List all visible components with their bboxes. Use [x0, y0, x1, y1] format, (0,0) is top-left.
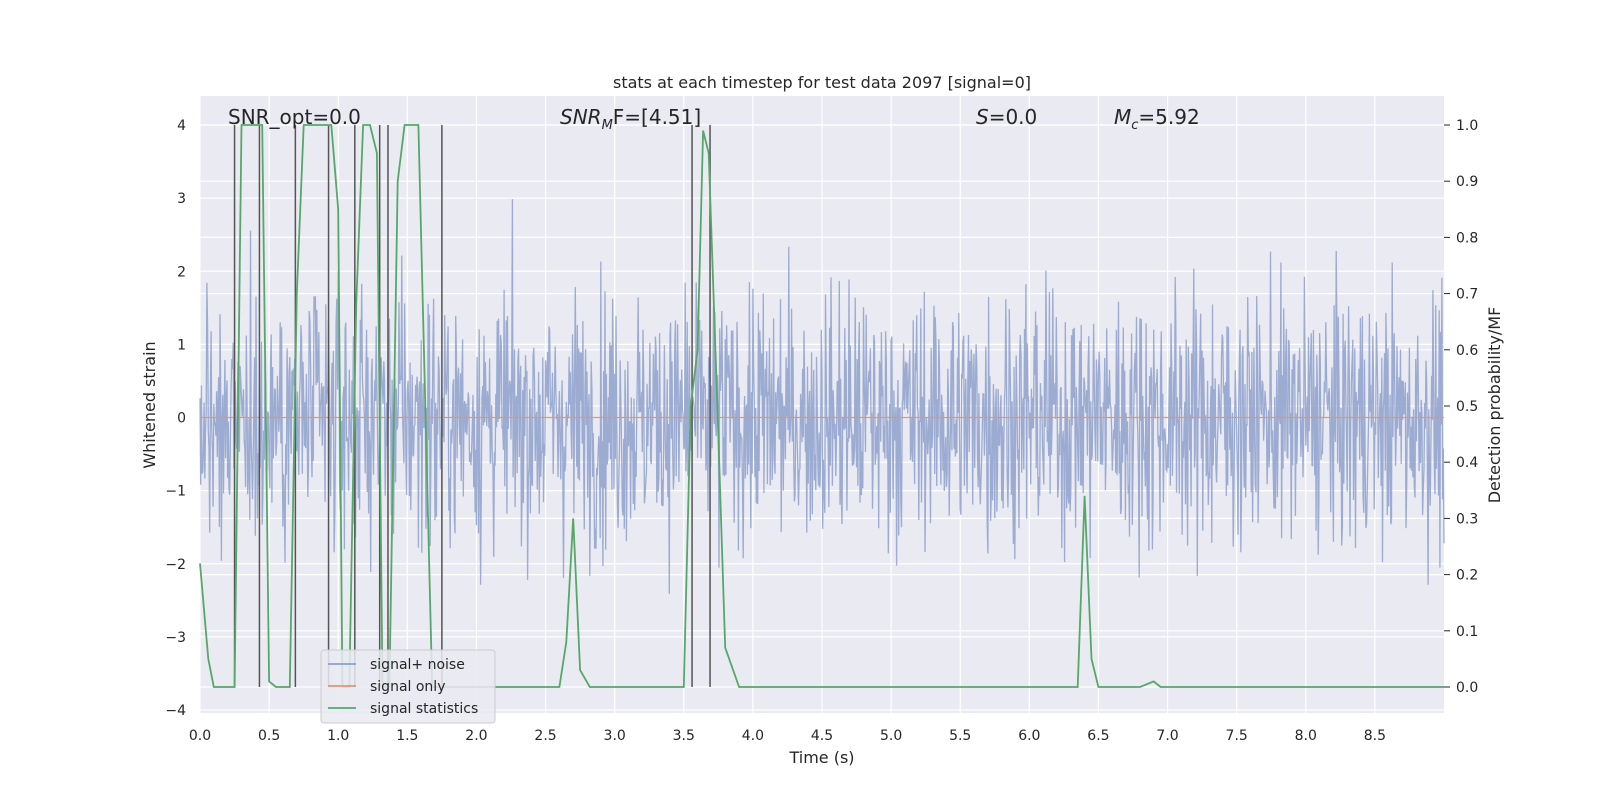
annotation-snr-mf: SNRMF=[4.51] — [560, 105, 701, 133]
x-tick-label: 0.0 — [189, 728, 211, 744]
y-tick-label: 2 — [177, 264, 186, 280]
chart-title: stats at each timestep for test data 209… — [613, 73, 1031, 92]
statistics-line — [199, 124, 1444, 688]
x-tick-label: 4.0 — [742, 728, 764, 744]
y-axis-ticks: −4 −3 −2 −1 0 1 2 3 4 — [165, 118, 186, 719]
x-tick-label: 1.0 — [327, 728, 349, 744]
y-tick-label: 3 — [177, 191, 186, 207]
y-tick-label: 0 — [177, 411, 186, 427]
y2-axis-ticks: 0.0 0.1 0.2 0.3 0.4 0.5 0.6 0.7 0.8 0.9 1.0 — [1444, 118, 1478, 696]
y-tick-label: 4 — [177, 118, 186, 134]
y2-tick-label: 0.4 — [1456, 455, 1478, 471]
y-tick-label: 1 — [177, 337, 186, 353]
annotation-mc-main: M — [1114, 105, 1131, 129]
annotation-s-main: S — [976, 105, 989, 129]
annotation-snr-mf-rest: F=[4.51] — [613, 105, 701, 129]
x-tick-label: 8.5 — [1364, 728, 1386, 744]
x-tick-label: 6.0 — [1018, 728, 1040, 744]
x-tick-label: 1.5 — [396, 728, 418, 744]
legend-label-signal-only: signal only — [370, 679, 445, 695]
x-tick-label: 4.5 — [811, 728, 833, 744]
annotation-mc: Mc=5.92 — [1114, 105, 1200, 133]
x-axis-title: Time (s) — [788, 748, 854, 767]
y2-tick-label: 0.8 — [1456, 230, 1478, 246]
y-tick-label: −1 — [165, 484, 186, 500]
y2-tick-label: 0.2 — [1456, 568, 1478, 584]
x-tick-label: 8.0 — [1295, 728, 1317, 744]
noise-line — [199, 199, 1445, 594]
annotation-mc-sub: c — [1131, 118, 1138, 133]
x-tick-label: 0.5 — [258, 728, 280, 744]
x-tick-label: 7.0 — [1156, 728, 1178, 744]
x-tick-label: 3.0 — [604, 728, 626, 744]
annotation-s-rest: =0.0 — [989, 105, 1038, 129]
y2-tick-label: 1.0 — [1456, 118, 1478, 134]
x-tick-label: 2.5 — [534, 728, 556, 744]
x-axis-ticks: 0.0 0.5 1.0 1.5 2.0 2.5 3.0 3.5 4.0 4.5 5.0 5.5 6.0 6… — [189, 728, 1386, 744]
y-tick-label: −3 — [165, 630, 186, 646]
annotation-mc-rest: =5.92 — [1138, 105, 1199, 129]
x-tick-label: 7.5 — [1226, 728, 1248, 744]
y2-tick-label: 0.7 — [1456, 287, 1478, 303]
x-tick-label: 6.5 — [1087, 728, 1109, 744]
y-tick-label: −2 — [165, 557, 186, 573]
y2-axis-title: Detection probability/MF — [1485, 307, 1504, 504]
annotation-snr-mf-main: SNR — [560, 105, 602, 129]
x-tick-label: 5.0 — [880, 728, 902, 744]
y-tick-label: −4 — [165, 703, 186, 719]
x-tick-label: 5.5 — [949, 728, 971, 744]
annotation-s: S=0.0 — [976, 105, 1037, 129]
legend-label-statistics: signal statistics — [370, 701, 478, 717]
legend: signal+ noise signal only signal statist… — [320, 649, 496, 724]
legend-box — [320, 649, 496, 724]
series-signal-noise — [199, 199, 1445, 594]
y2-tick-label: 0.0 — [1456, 680, 1478, 696]
x-tick-label: 3.5 — [673, 728, 695, 744]
annotation-snr-opt: SNR_opt=0.0 — [228, 105, 361, 129]
y2-tick-label: 0.6 — [1456, 343, 1478, 359]
annotation-snr-mf-sub: M — [602, 118, 613, 133]
legend-label-noise: signal+ noise — [370, 657, 465, 673]
x-tick-label: 2.0 — [465, 728, 487, 744]
y2-tick-label: 0.1 — [1456, 624, 1478, 640]
y-axis-title: Whitened strain — [140, 341, 159, 468]
y2-tick-label: 0.5 — [1456, 399, 1478, 415]
y2-tick-label: 0.9 — [1456, 174, 1478, 190]
series-signal-statistics — [199, 124, 1444, 688]
y2-tick-label: 0.3 — [1456, 511, 1478, 527]
